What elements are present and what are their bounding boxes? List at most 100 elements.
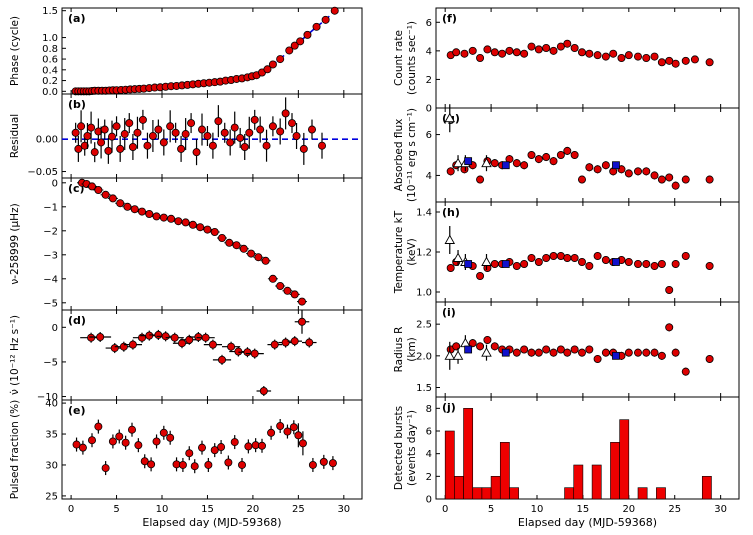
data-point — [483, 335, 492, 344]
histogram-bar — [564, 487, 575, 500]
data-point — [177, 144, 186, 153]
data-point — [101, 190, 110, 199]
data-point — [285, 46, 294, 55]
data-point-triangle — [481, 347, 492, 357]
y-tick-label: 35 — [45, 430, 58, 441]
data-point — [267, 428, 276, 437]
data-point — [303, 30, 312, 39]
histogram-bar — [573, 464, 584, 500]
data-point — [154, 330, 163, 339]
histogram-bar — [509, 487, 519, 500]
y-tick-label: 6 — [426, 130, 432, 141]
data-point — [236, 133, 245, 142]
data-point — [226, 138, 235, 147]
data-point — [498, 49, 507, 58]
data-point — [152, 437, 161, 446]
data-point — [297, 317, 306, 326]
data-point — [192, 148, 201, 157]
data-point — [227, 342, 236, 351]
data-point — [108, 194, 117, 203]
data-point — [317, 141, 326, 150]
data-point — [671, 348, 680, 357]
data-point — [681, 367, 690, 376]
y-tick-label: 0 — [52, 323, 58, 334]
data-point — [634, 348, 643, 357]
data-point — [283, 427, 292, 436]
y-axis-label: Absorbed flux — [393, 119, 405, 192]
data-point — [520, 259, 529, 268]
data-point — [549, 157, 558, 166]
y-tick-label: 1.2 — [416, 248, 432, 259]
data-point — [476, 54, 485, 63]
panel-j: (j) 0 5 10 15 20 25 30 0 2 4 6 8 Detected bursts (even… — [393, 396, 740, 529]
data-point — [94, 422, 103, 431]
data-point — [542, 153, 551, 162]
data-point — [166, 433, 175, 442]
panel-d: (d) 0 −5 −10 ν̇ (10⁻¹² Hz s⁻¹) — [9, 309, 363, 403]
panel-h: (h) 1.0 1.2 1.4 Temperature kT (keV) — [393, 201, 740, 303]
data-point — [307, 125, 316, 134]
data-point — [321, 15, 330, 24]
data-point-square — [501, 260, 510, 268]
data-point — [247, 249, 256, 258]
histogram-bar — [701, 476, 712, 500]
data-point — [268, 60, 277, 69]
y-axis-label: (keV) — [406, 238, 418, 266]
y-tick-label: 2 — [426, 75, 432, 86]
y-tick-label: −10 — [37, 392, 58, 403]
data-point — [585, 163, 594, 172]
y-tick-label: −0.05 — [27, 167, 58, 178]
data-point — [296, 37, 305, 46]
data-point — [232, 241, 241, 250]
data-point — [290, 290, 299, 299]
data-point — [166, 122, 175, 131]
data-point — [490, 259, 499, 268]
data-point — [328, 459, 337, 468]
x-axis-label: Elapsed day (MJD-59368) — [518, 516, 657, 529]
histogram-bar — [591, 464, 602, 500]
data-point — [299, 144, 308, 153]
data-point — [201, 333, 210, 342]
data-point — [257, 441, 266, 450]
data-point — [204, 460, 213, 469]
data-point — [468, 339, 477, 348]
data-point — [512, 159, 521, 168]
data-point — [78, 443, 87, 452]
data-point — [244, 442, 253, 451]
data-point — [642, 54, 651, 63]
y-tick-label: 0 — [52, 178, 58, 189]
data-point — [71, 128, 80, 137]
data-point — [527, 150, 536, 159]
y-axis-label: (10⁻¹¹ erg s cm⁻¹) — [406, 108, 418, 202]
data-point — [298, 439, 307, 448]
data-point — [681, 251, 690, 260]
data-point — [245, 128, 254, 137]
x-axis-label: Elapsed day (MJD-59368) — [142, 516, 281, 529]
data-point — [147, 460, 156, 469]
data-point — [256, 125, 265, 134]
data-point — [681, 175, 690, 184]
data-point — [104, 146, 113, 155]
y-tick-label: 0.0 — [42, 87, 58, 98]
panel-f: (f) 0 2 4 6 Count rate (counts sec⁻¹) — [393, 7, 740, 115]
x-tick-label: 20 — [622, 504, 635, 515]
x-tick-label: 15 — [577, 504, 590, 515]
histogram-bar — [472, 487, 483, 500]
data-point — [542, 253, 551, 262]
data-point — [203, 131, 212, 140]
histogram-bar — [444, 430, 455, 500]
data-point-triangle — [460, 337, 471, 348]
data-point — [705, 175, 714, 184]
data-point — [534, 257, 543, 266]
x-tick-label: 0 — [68, 504, 74, 515]
data-point — [210, 227, 219, 236]
data-point — [161, 332, 170, 341]
data-point — [87, 123, 96, 132]
data-point — [542, 345, 551, 354]
data-point-triangle — [444, 112, 456, 123]
data-point — [203, 225, 212, 234]
data-point — [476, 342, 485, 351]
histogram-bar — [656, 487, 666, 500]
